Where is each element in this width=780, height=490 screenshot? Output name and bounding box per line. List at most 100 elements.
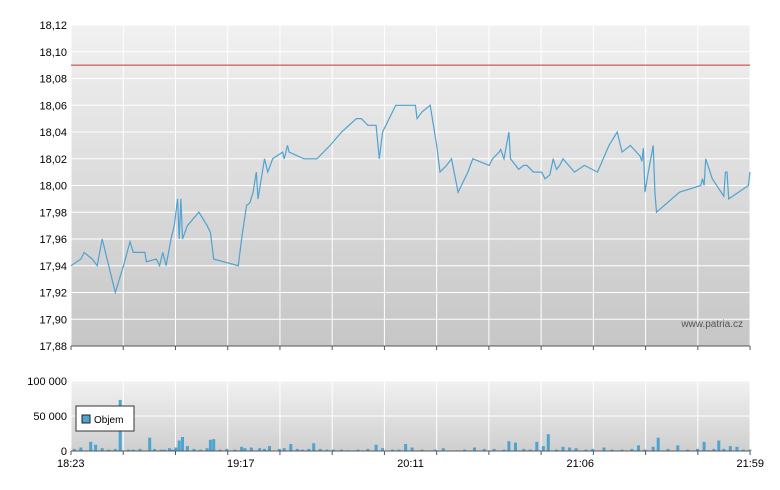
price-y-tick-label: 18,04 xyxy=(39,127,67,139)
volume-bar xyxy=(666,448,670,451)
volume-bar xyxy=(410,447,414,451)
volume-bar xyxy=(702,441,706,451)
volume-bar xyxy=(637,445,640,451)
price-y-tick-label: 18,06 xyxy=(39,100,67,112)
volume-bar xyxy=(100,448,104,451)
volume-bar xyxy=(748,449,752,451)
volume-bar xyxy=(233,449,237,451)
volume-bar xyxy=(686,449,690,451)
price-chart: 18,12 18,10 18,08 18,06 18,04 18,02 18,00 17,98… xyxy=(39,20,751,353)
volume-bar xyxy=(126,449,130,451)
price-y-tick-label: 17,90 xyxy=(39,314,67,326)
volume-bar xyxy=(131,449,135,451)
volume-bar xyxy=(249,447,253,451)
price-y-tick-label: 17,98 xyxy=(39,207,67,219)
volume-bar xyxy=(205,448,209,451)
volume-legend: Objem xyxy=(75,405,135,432)
volume-bar xyxy=(741,449,745,451)
volume-bar xyxy=(325,449,329,451)
volume-bar xyxy=(171,449,175,451)
volume-bar xyxy=(735,446,739,451)
volume-bar xyxy=(167,448,171,451)
volume-bar xyxy=(381,448,385,451)
volume-bar xyxy=(473,447,476,451)
volume-bar xyxy=(502,449,506,451)
volume-bar xyxy=(541,446,545,451)
volume-x-tick-label: 20:11 xyxy=(397,458,424,470)
volume-bar xyxy=(312,443,316,451)
volume-bar xyxy=(340,449,344,451)
volume-bar xyxy=(643,449,647,451)
volume-bar xyxy=(397,449,401,451)
volume-x-tick-label: 19:17 xyxy=(227,458,255,470)
volume-bar xyxy=(300,449,304,451)
volume-x-tick-label: 21:59 xyxy=(736,458,764,470)
volume-bar xyxy=(225,448,229,451)
volume-bar xyxy=(318,448,322,451)
volume-bar xyxy=(591,448,595,451)
volume-bar xyxy=(138,448,142,451)
volume-x-tick-label: 18:23 xyxy=(57,458,85,470)
volume-bar xyxy=(522,448,526,451)
volume-bar xyxy=(208,439,212,451)
volume-bar xyxy=(420,449,424,451)
volume-bar xyxy=(676,445,680,451)
price-series-line xyxy=(70,104,751,295)
volume-bar xyxy=(514,442,517,451)
volume-bar xyxy=(656,437,660,451)
volume-bar xyxy=(574,448,578,451)
volume-bar xyxy=(148,437,152,451)
price-x-tick-marks xyxy=(70,346,751,350)
volume-x-tick-labels: 18:23 19:17 20:11 21:06 21:59 xyxy=(57,451,764,470)
volume-bar xyxy=(89,441,93,451)
volume-bar xyxy=(620,449,624,451)
volume-bar xyxy=(356,449,360,451)
volume-bar xyxy=(535,441,539,451)
volume-bar xyxy=(651,446,655,451)
volume-bar xyxy=(602,447,606,451)
volume-bar xyxy=(113,448,117,451)
volume-bar xyxy=(307,448,311,451)
volume-bar xyxy=(79,447,83,451)
volume-bar xyxy=(482,448,486,451)
price-horizontal-grid xyxy=(71,24,750,347)
volume-bar xyxy=(584,449,588,451)
volume-bar xyxy=(177,440,181,451)
volume-chart: 100 000 50 000 0 18:23 19:17 20:11 21:06 21:59… xyxy=(27,376,764,470)
volume-bar xyxy=(374,444,378,451)
volume-bar xyxy=(561,446,565,451)
price-y-tick-label: 17,94 xyxy=(39,261,67,273)
volume-bar xyxy=(282,448,286,451)
volume-bar xyxy=(404,444,408,451)
price-y-tick-label: 17,92 xyxy=(39,288,67,300)
volume-bar xyxy=(240,446,244,451)
volume-bar xyxy=(263,448,266,451)
volume-bar xyxy=(174,447,178,451)
volume-bar xyxy=(163,449,166,451)
price-y-tick-label: 17,96 xyxy=(39,234,67,246)
volume-bar xyxy=(366,448,370,451)
volume-bar xyxy=(192,448,196,451)
price-y-tick-label: 18,02 xyxy=(39,154,67,166)
legend-swatch xyxy=(81,414,91,424)
volume-y-tick-label: 50 000 xyxy=(33,411,67,423)
volume-y-tick-label: 100 000 xyxy=(27,376,67,388)
volume-y-tick-labels: 100 000 50 000 0 xyxy=(27,376,67,458)
volume-bar xyxy=(218,449,222,451)
volume-bar xyxy=(153,448,157,451)
price-y-tick-label: 18,12 xyxy=(39,20,67,32)
volume-bar xyxy=(181,437,184,451)
volume-bar xyxy=(391,449,394,451)
price-y-tick-labels: 18,12 18,10 18,08 18,06 18,04 18,02 18,00 17,98… xyxy=(39,20,67,353)
volume-bar xyxy=(696,448,699,451)
volume-bar xyxy=(199,449,203,451)
volume-bar xyxy=(492,448,496,451)
volume-bar xyxy=(717,440,721,451)
volume-bar xyxy=(546,434,550,451)
volume-bar xyxy=(728,446,732,451)
volume-bar xyxy=(463,449,467,451)
legend-label: Objem xyxy=(94,415,123,426)
volume-y-tick-label: 0 xyxy=(61,446,67,458)
volume-bar xyxy=(712,448,716,451)
volume-bar xyxy=(243,448,247,451)
